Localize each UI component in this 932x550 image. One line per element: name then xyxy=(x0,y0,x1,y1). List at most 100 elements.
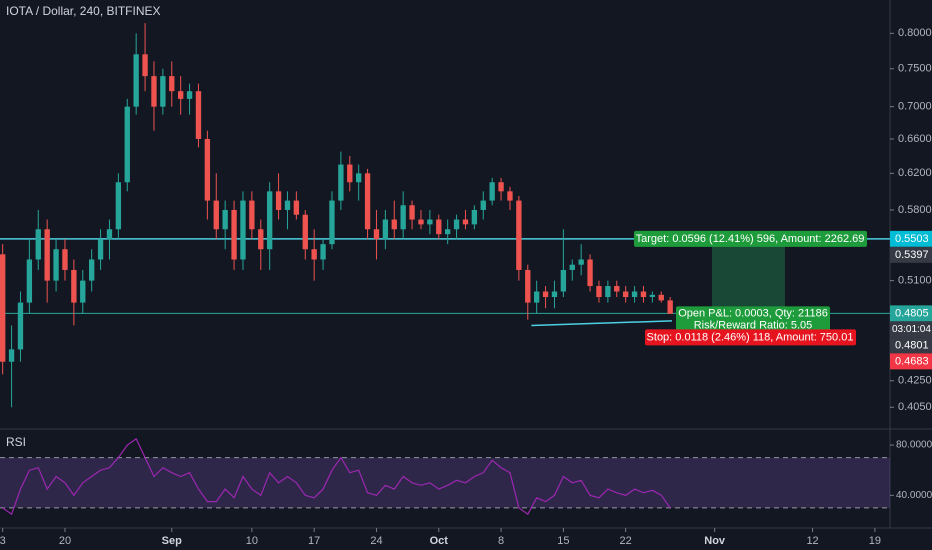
candle-body xyxy=(267,191,273,250)
candle-body xyxy=(44,229,50,281)
candle-body xyxy=(578,259,584,265)
candle-body xyxy=(462,219,469,225)
candle-body xyxy=(587,259,593,287)
countdown-tag xyxy=(890,321,932,338)
y-tick-label: 0.4250 xyxy=(898,375,932,387)
x-tick-label: 24 xyxy=(370,535,382,547)
y-tick-label: 0.4050 xyxy=(898,401,932,413)
y-tick-label: 0.5100 xyxy=(898,275,932,287)
candle-body xyxy=(35,229,41,260)
candle-body xyxy=(551,291,558,298)
candle-body xyxy=(338,164,344,201)
candle-body xyxy=(436,219,442,235)
price-tag-label: 0.4801 xyxy=(895,339,929,351)
candle-body xyxy=(507,191,513,201)
candle-body xyxy=(133,54,139,107)
candle-body xyxy=(329,200,335,245)
candle-body xyxy=(302,214,308,250)
candle-body xyxy=(249,200,255,230)
price-tag-label: 0.5397 xyxy=(895,249,929,261)
candle-body xyxy=(356,173,362,183)
candle-body xyxy=(658,294,664,301)
candle-body xyxy=(418,219,424,225)
candle-body xyxy=(80,280,86,303)
candle-body xyxy=(427,219,433,225)
candle-body xyxy=(400,205,406,230)
candle-body xyxy=(275,191,282,210)
candle-body xyxy=(631,291,638,298)
candle-body xyxy=(320,244,326,260)
countdown: 03:01:04 xyxy=(892,324,931,335)
y-tick-label: 0.7000 xyxy=(898,101,932,113)
candle-body xyxy=(373,229,380,240)
candle-body xyxy=(97,239,104,260)
candle-body xyxy=(284,200,291,210)
x-tick-label: 17 xyxy=(308,535,320,547)
indicator-title: RSI xyxy=(6,435,26,449)
candle-body xyxy=(409,205,415,220)
candle-body xyxy=(525,269,531,303)
candle-body xyxy=(0,254,6,362)
x-tick-label: 22 xyxy=(620,535,632,547)
candle-body xyxy=(293,200,300,215)
candle-body xyxy=(569,264,575,270)
candle-body xyxy=(623,291,629,298)
rsi-y-tick-label: 40.0000 xyxy=(896,490,932,501)
target-zone xyxy=(712,238,785,314)
candle-body xyxy=(649,294,656,298)
stop-label: Stop: 0.0118 (2.46%) 118, Amount: 750.01 xyxy=(647,331,854,343)
candle-body xyxy=(62,249,68,270)
x-tick-label: 3 xyxy=(0,535,6,547)
candle-body xyxy=(614,286,620,292)
pnl-label: Open P&L: 0.0003, Qty: 21186 xyxy=(678,307,828,319)
pnl-label-box xyxy=(676,306,830,333)
candle-body xyxy=(480,200,486,210)
candle-body xyxy=(151,76,157,107)
candle-body xyxy=(186,91,193,99)
y-tick-label: 0.6600 xyxy=(898,133,932,145)
candle-body xyxy=(142,54,148,77)
price-tag xyxy=(890,353,932,370)
candle-body xyxy=(258,229,264,250)
candle-body xyxy=(124,106,130,183)
rsi-y-tick-label: 80.0000 xyxy=(896,440,932,451)
candle-body xyxy=(195,91,202,139)
candle-body xyxy=(178,91,184,99)
x-tick-label: 20 xyxy=(59,535,71,547)
price-tag xyxy=(890,230,932,247)
candle-body xyxy=(204,138,211,201)
candle-body xyxy=(115,182,122,230)
x-tick-label: Nov xyxy=(704,535,726,547)
candle-body xyxy=(169,76,175,92)
candle-body xyxy=(222,209,228,230)
candle-body xyxy=(364,173,371,230)
candle-body xyxy=(106,229,113,240)
x-tick-label: 8 xyxy=(498,535,504,547)
x-tick-label: 10 xyxy=(246,535,258,547)
price-tag xyxy=(890,337,932,354)
candle-body xyxy=(231,209,237,260)
candle-body xyxy=(347,164,353,183)
candle-body xyxy=(667,300,673,314)
candle-body xyxy=(534,291,540,303)
x-tick-label: 12 xyxy=(806,535,818,547)
candle-body xyxy=(213,200,219,230)
y-tick-label: 0.7500 xyxy=(898,63,932,75)
ratio-label: Risk/Reward Ratio: 5.05 xyxy=(694,319,813,331)
candle-body xyxy=(8,349,15,362)
price-tag xyxy=(890,305,932,322)
trend-line xyxy=(531,320,672,327)
candle-body xyxy=(160,76,166,107)
candle-body xyxy=(605,286,611,298)
candle-body xyxy=(471,209,478,225)
target-label-box xyxy=(634,230,867,247)
candle-body xyxy=(596,286,602,298)
price-tag-label: 0.4805 xyxy=(895,307,929,319)
x-tick-label: Sep xyxy=(162,535,182,547)
candle-body xyxy=(640,291,647,298)
candle-body xyxy=(89,259,95,281)
target-label: Target: 0.0596 (12.41%) 596, Amount: 226… xyxy=(636,233,865,245)
x-tick-label: Oct xyxy=(430,535,449,547)
candle-body xyxy=(17,302,24,350)
